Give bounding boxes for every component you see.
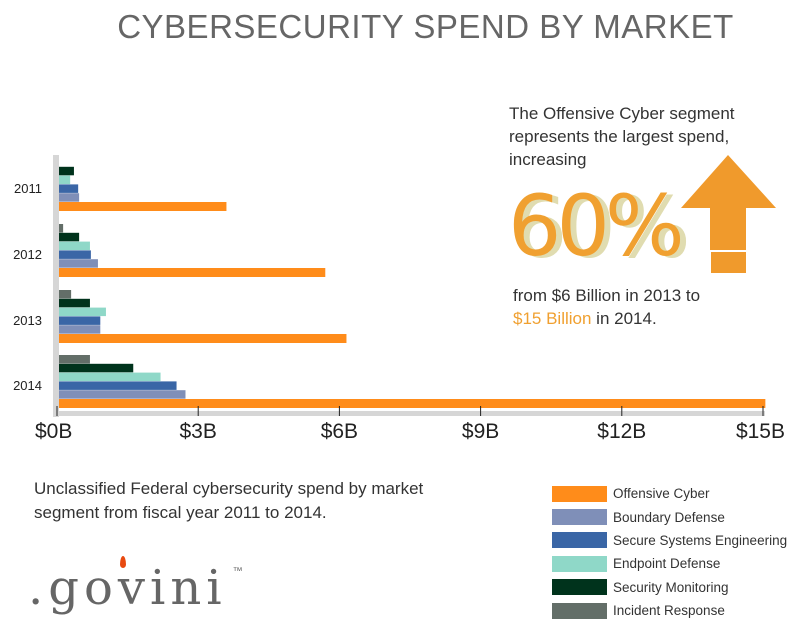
- legend-item: Offensive Cyber: [552, 482, 787, 505]
- bar-2014-endpoint-defense: [57, 372, 161, 382]
- legend: Offensive Cyber Boundary Defense Secure Sy…: [552, 482, 787, 622]
- legend-label: Boundary Defense: [613, 509, 725, 525]
- chart-title: CYBERSECURITY SPEND BY MARKET: [117, 8, 734, 45]
- bar-2012-security-monitoring: [57, 232, 80, 242]
- bar-2012-incident-response: [57, 224, 64, 233]
- legend-swatch: [552, 555, 607, 572]
- bar-2011-offensive-cyber: [57, 202, 227, 211]
- callout-text: The Offensive Cyber segment represents t…: [509, 104, 735, 169]
- bar-2013-secure-systems-engineering: [57, 316, 101, 325]
- x-tick-label: $9B: [462, 420, 499, 443]
- legend-item: Secure Systems Engineering: [552, 529, 787, 552]
- legend-item: Security Monitoring: [552, 576, 787, 599]
- callout-from-text: from $6 Billion in 2013 to: [513, 286, 701, 305]
- legend-swatch: [552, 485, 607, 502]
- callout-to-text: in 2014.: [591, 309, 657, 328]
- up-arrow-icon: [681, 155, 776, 273]
- bar-chart: 2011 2012 2013 2014 $0B $3B $6B $9B $12B $15B: [13, 155, 785, 443]
- category-label: 2013: [13, 313, 42, 328]
- bar-2013-boundary-defense: [57, 325, 101, 334]
- x-axis: [53, 411, 765, 416]
- x-tick-label: $0B: [35, 420, 72, 443]
- legend-swatch: [552, 509, 607, 526]
- bar-2014-boundary-defense: [57, 390, 186, 399]
- category-label: 2012: [13, 247, 42, 262]
- x-tick-label: $15B: [736, 420, 785, 443]
- trademark: ™: [232, 566, 243, 577]
- bar-2012-offensive-cyber: [57, 268, 326, 277]
- bar-2013-incident-response: [57, 290, 72, 299]
- legend-swatch: [552, 532, 607, 549]
- bar-2011-boundary-defense: [57, 193, 80, 202]
- bar-2012-endpoint-defense: [57, 241, 90, 251]
- legend-swatch: [552, 579, 607, 596]
- x-tick-label: $6B: [321, 420, 358, 443]
- legend-label: Endpoint Defense: [613, 556, 721, 572]
- govini-logo: .govini: [28, 560, 227, 616]
- legend-label: Offensive Cyber: [613, 486, 710, 502]
- bar-2014-offensive-cyber: [57, 399, 766, 408]
- bar-2012-boundary-defense: [57, 259, 98, 268]
- bar-2013-security-monitoring: [57, 298, 90, 308]
- bar-2013-offensive-cyber: [57, 334, 347, 343]
- callout-highlight: $15 Billion: [513, 309, 592, 328]
- y-axis: [53, 155, 59, 417]
- bar-2014-incident-response: [57, 355, 90, 364]
- bar-2011-secure-systems-engineering: [57, 184, 79, 193]
- category-label: 2011: [14, 181, 42, 196]
- x-tick-label: $12B: [597, 420, 646, 443]
- legend-item: Endpoint Defense: [552, 552, 787, 575]
- legend-swatch: [552, 602, 607, 619]
- category-label: 2014: [13, 378, 42, 393]
- bar-2011-endpoint-defense: [57, 175, 71, 185]
- legend-item: Boundary Defense: [552, 505, 787, 528]
- bar-2014-secure-systems-engineering: [57, 381, 177, 390]
- flame-icon: [120, 556, 126, 568]
- legend-label: Security Monitoring: [613, 579, 729, 595]
- callout-percent: 60%: [508, 177, 685, 275]
- bar-2013-endpoint-defense: [57, 307, 106, 317]
- legend-label: Incident Response: [613, 603, 725, 619]
- bar-2014-security-monitoring: [57, 363, 134, 373]
- bar-2011-security-monitoring: [57, 166, 74, 176]
- bar-2012-secure-systems-engineering: [57, 250, 91, 259]
- caption: Unclassified Federal cybersecurity spend…: [34, 479, 424, 522]
- x-tick-label: $3B: [180, 420, 217, 443]
- legend-label: Secure Systems Engineering: [613, 532, 788, 548]
- govini-logo-group: .govini ™: [28, 560, 243, 616]
- callout-from: from $6 Billion in 2013 to $15 Billion i…: [513, 284, 700, 330]
- legend-item: Incident Response: [552, 599, 787, 622]
